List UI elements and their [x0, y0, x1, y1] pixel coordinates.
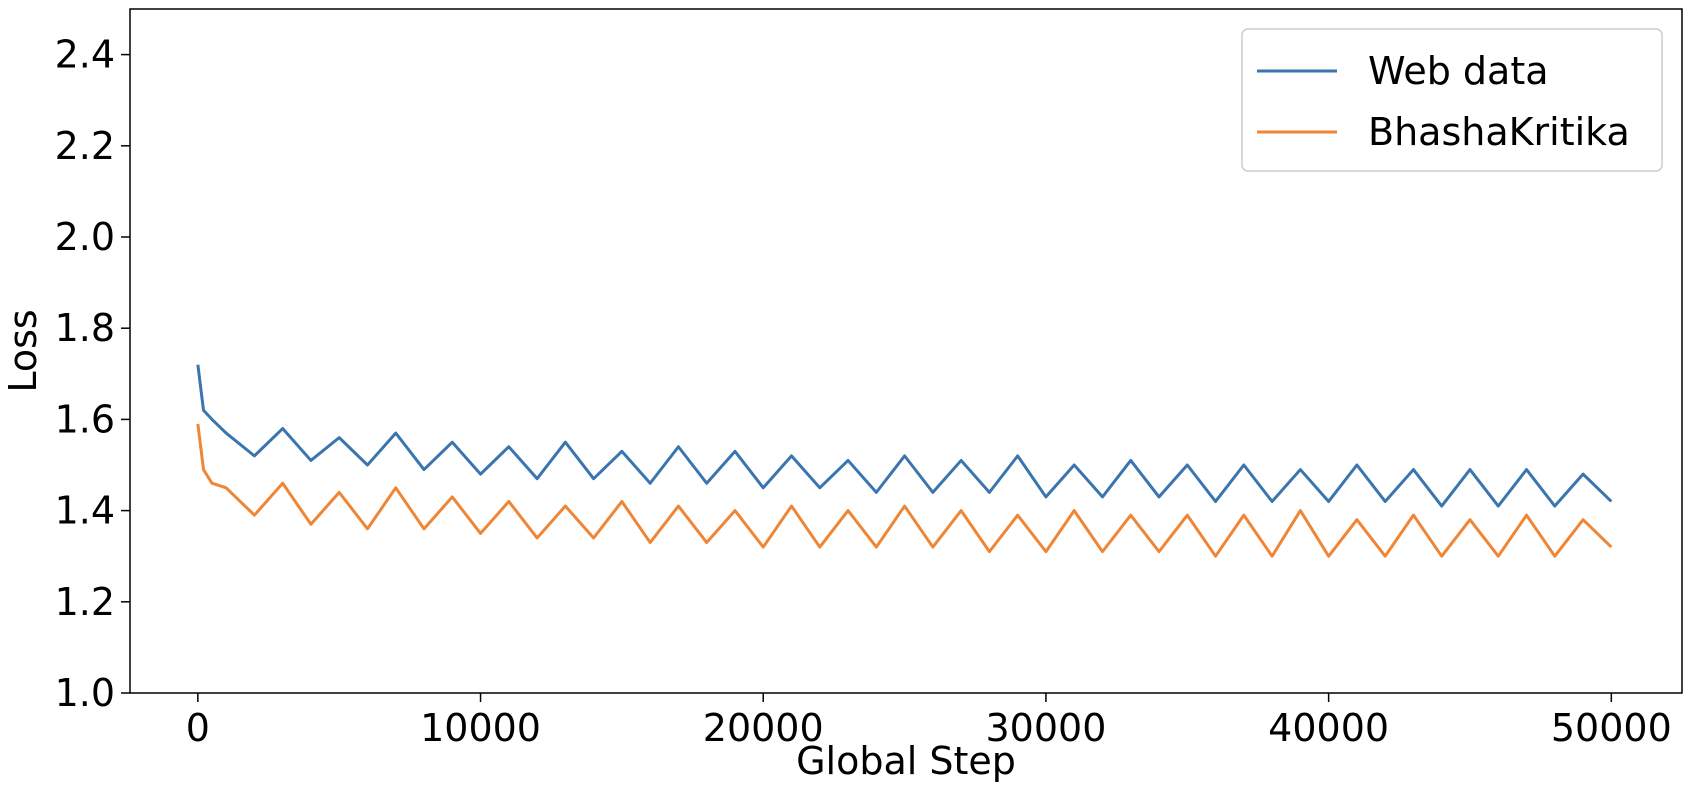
- x-tick-label: 40000: [1268, 706, 1389, 750]
- y-tick-label: 2.2: [55, 124, 115, 168]
- y-axis-label: Loss: [1, 309, 45, 392]
- x-tick-label: 20000: [703, 706, 824, 750]
- legend-label: BhashaKritika: [1368, 110, 1630, 154]
- y-tick-label: 2.0: [55, 215, 115, 259]
- series-line: [196, 423, 1613, 558]
- y-tick-label: 1.8: [55, 306, 115, 350]
- x-tick-label: 50000: [1551, 706, 1672, 750]
- x-axis-label: Global Step: [796, 739, 1016, 783]
- legend-box: [1241, 28, 1663, 172]
- legend-label: Web data: [1368, 49, 1549, 93]
- x-tick-label: 30000: [985, 706, 1106, 750]
- x-tick-label: 10000: [420, 706, 541, 750]
- y-tick-label: 1.6: [55, 397, 115, 441]
- plot-frame: [129, 8, 1683, 694]
- y-tick-label: 1.0: [55, 671, 115, 715]
- series-line: [196, 364, 1613, 508]
- x-tick-label: 0: [186, 706, 210, 750]
- legend: Web data BhashaKritika: [1241, 28, 1663, 172]
- y-tick-label: 1.4: [55, 489, 115, 533]
- y-tick-label: 2.4: [55, 33, 115, 77]
- y-tick-label: 1.2: [55, 580, 115, 624]
